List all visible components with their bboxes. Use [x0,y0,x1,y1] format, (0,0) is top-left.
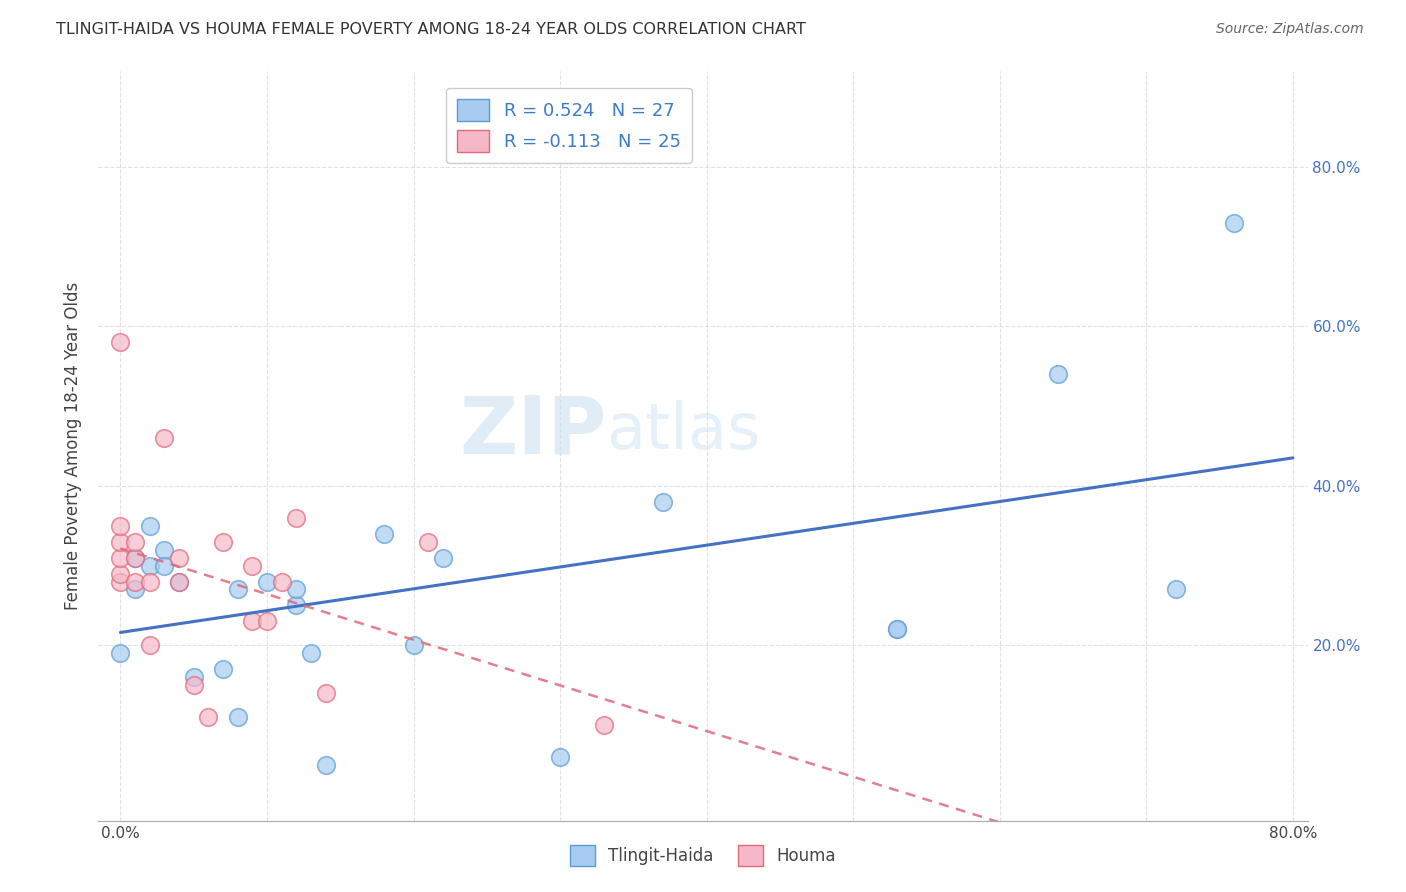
Point [110,518,132,533]
Point [285,510,308,524]
Point [183,670,205,684]
Point [167,550,190,565]
Point [593,718,616,732]
Point [373,526,395,541]
Point [886,623,908,637]
Point [1164,582,1187,597]
Point [124,574,146,589]
Point [226,710,249,724]
Text: TLINGIT-HAIDA VS HOUMA FEMALE POVERTY AMONG 18-24 YEAR OLDS CORRELATION CHART: TLINGIT-HAIDA VS HOUMA FEMALE POVERTY AM… [56,22,806,37]
Point [285,582,308,597]
Point [153,431,176,445]
Point [418,534,440,549]
Legend: Tlingit-Haida, Houma: Tlingit-Haida, Houma [562,838,844,872]
Point [1223,216,1246,230]
Point [124,534,146,549]
Point [153,558,176,573]
Point [432,550,454,565]
Point [167,574,190,589]
Text: atlas: atlas [606,400,761,462]
Point [270,574,292,589]
Point [138,558,160,573]
Point [197,710,219,724]
Point [124,582,146,597]
Point [315,686,337,700]
Point [548,750,571,764]
Point [167,574,190,589]
Point [226,582,249,597]
Point [110,566,132,581]
Point [110,574,132,589]
Point [212,534,235,549]
Point [886,623,908,637]
Point [1047,368,1070,382]
Point [138,638,160,652]
Point [299,646,322,660]
Point [240,615,263,629]
Point [256,615,278,629]
Y-axis label: Female Poverty Among 18-24 Year Olds: Female Poverty Among 18-24 Year Olds [65,282,83,610]
Point [138,518,160,533]
Text: Source: ZipAtlas.com: Source: ZipAtlas.com [1216,22,1364,37]
Point [110,550,132,565]
Point [240,558,263,573]
Point [124,550,146,565]
Point [651,495,673,509]
Point [256,574,278,589]
Point [138,574,160,589]
Point [110,646,132,660]
Point [402,638,425,652]
Point [110,335,132,350]
Point [183,678,205,692]
Point [285,599,308,613]
Point [110,534,132,549]
Point [212,662,235,676]
Text: ZIP: ZIP [458,392,606,470]
Point [153,542,176,557]
Point [315,757,337,772]
Point [124,550,146,565]
